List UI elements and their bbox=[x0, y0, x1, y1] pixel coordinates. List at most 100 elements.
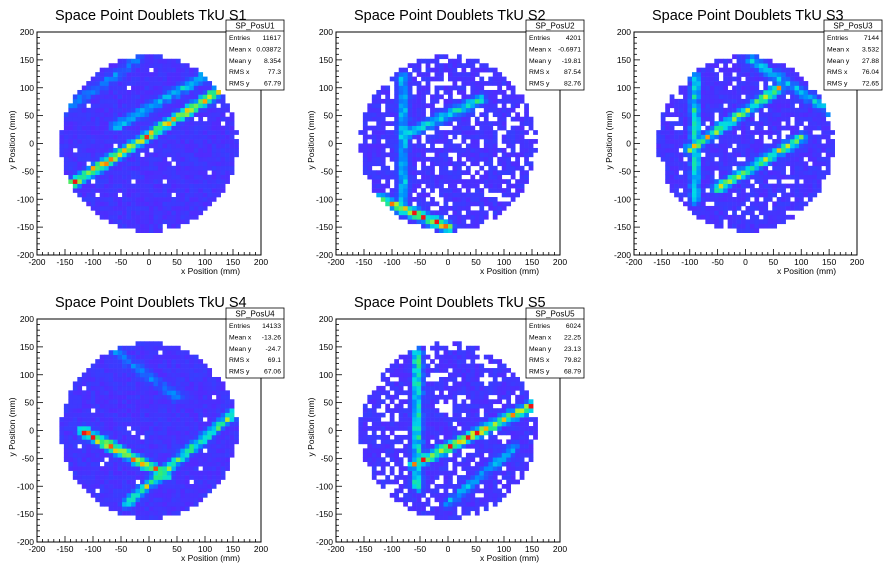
heatmap-cell bbox=[691, 94, 697, 100]
heatmap-cell bbox=[488, 81, 494, 86]
heatmap-cell bbox=[86, 457, 92, 463]
heatmap-cell bbox=[234, 417, 239, 422]
heatmap-cell bbox=[81, 457, 87, 463]
heatmap-cell bbox=[763, 58, 769, 64]
heatmap-cell bbox=[776, 89, 782, 95]
heatmap-cell bbox=[727, 116, 733, 122]
heatmap-cell bbox=[193, 443, 199, 449]
heatmap-cell bbox=[687, 107, 693, 113]
heatmap-cell bbox=[705, 130, 711, 135]
heatmap-cell bbox=[812, 152, 818, 158]
heatmap-cell bbox=[229, 439, 235, 445]
heatmap-cell bbox=[790, 98, 795, 104]
heatmap-cell bbox=[456, 156, 462, 162]
heatmap-cell bbox=[99, 201, 105, 207]
heatmap-cell bbox=[149, 479, 154, 485]
heatmap-cell bbox=[799, 165, 804, 171]
heatmap-cell bbox=[162, 107, 168, 113]
heatmap-cell bbox=[665, 139, 670, 144]
heatmap-cell bbox=[171, 345, 177, 351]
heatmap-cell bbox=[193, 192, 199, 198]
y-axis-label: y Position (mm) bbox=[7, 110, 17, 169]
heatmap-cell bbox=[812, 147, 818, 153]
heatmap-cell bbox=[171, 399, 177, 405]
heatmap-cell bbox=[113, 139, 118, 144]
heatmap-cell bbox=[714, 179, 720, 184]
heatmap-cell bbox=[95, 399, 101, 405]
heatmap-cell bbox=[149, 116, 154, 122]
heatmap-cell bbox=[108, 479, 114, 485]
heatmap-cell bbox=[705, 165, 711, 171]
heatmap-cell bbox=[122, 72, 127, 77]
heatmap-cell bbox=[108, 170, 114, 176]
heatmap-cell bbox=[144, 434, 150, 440]
heatmap-cell bbox=[362, 125, 368, 131]
heatmap-cell bbox=[452, 72, 458, 77]
heatmap-cell bbox=[81, 139, 87, 144]
heatmap-cell bbox=[90, 426, 96, 431]
heatmap-cell bbox=[803, 116, 809, 122]
heatmap-cell bbox=[202, 492, 208, 498]
heatmap-cell bbox=[389, 192, 395, 198]
heatmap-cell bbox=[515, 112, 520, 118]
heatmap-cell bbox=[171, 412, 177, 418]
heatmap-cell bbox=[216, 139, 221, 144]
heatmap-cell bbox=[202, 466, 208, 471]
heatmap-cell bbox=[113, 408, 118, 413]
heatmap-cell bbox=[184, 125, 190, 131]
heatmap-cell bbox=[430, 197, 435, 202]
heatmap-cell bbox=[816, 165, 822, 171]
heatmap-cell bbox=[166, 452, 172, 458]
heatmap-cell bbox=[95, 134, 101, 140]
heatmap-cell bbox=[691, 121, 697, 126]
heatmap-cell bbox=[81, 174, 87, 180]
heatmap-cell bbox=[171, 434, 177, 440]
heatmap-cell bbox=[81, 98, 87, 104]
heatmap-cell bbox=[211, 412, 217, 418]
heatmap-cell bbox=[157, 147, 163, 153]
heatmap-cell bbox=[131, 363, 136, 369]
heatmap-cell bbox=[207, 94, 213, 100]
heatmap-cell bbox=[754, 192, 760, 198]
heatmap-cell bbox=[193, 76, 199, 82]
heatmap-cell bbox=[108, 385, 114, 391]
heatmap-cell bbox=[108, 98, 114, 104]
heatmap-cell bbox=[754, 67, 760, 73]
heatmap-cell bbox=[754, 76, 760, 82]
heatmap-cell bbox=[736, 107, 742, 113]
heatmap-cell bbox=[166, 116, 172, 122]
heatmap-cell bbox=[108, 205, 114, 211]
heatmap-cell bbox=[714, 147, 720, 153]
heatmap-cell bbox=[171, 107, 177, 113]
heatmap-cell bbox=[479, 156, 485, 162]
heatmap-cell bbox=[709, 98, 715, 104]
heatmap-cell bbox=[144, 63, 150, 68]
heatmap-cell bbox=[519, 116, 525, 122]
heatmap-cell bbox=[99, 143, 105, 149]
heatmap-cell bbox=[189, 205, 195, 211]
heatmap-cell bbox=[479, 205, 485, 211]
heatmap-cell bbox=[380, 165, 386, 171]
heatmap-cell bbox=[533, 139, 538, 144]
heatmap-cell bbox=[63, 125, 69, 131]
heatmap-cell bbox=[77, 130, 83, 135]
heatmap-cell bbox=[732, 170, 737, 176]
heatmap-cell bbox=[77, 170, 83, 176]
heatmap-cell bbox=[515, 152, 520, 158]
heatmap-cell bbox=[180, 501, 186, 507]
heatmap-cell bbox=[825, 156, 831, 162]
axis-ticks: -200 -150 -100 -50 0 50 100 150 200-200-150-100-… bbox=[614, 27, 864, 267]
heatmap-cell bbox=[696, 85, 702, 91]
heatmap-cell bbox=[180, 121, 186, 126]
heatmap-cell bbox=[122, 501, 127, 507]
heatmap-cell bbox=[785, 205, 791, 211]
heatmap-cell bbox=[745, 76, 751, 82]
heatmap-cell bbox=[86, 443, 92, 449]
heatmap-cell bbox=[157, 76, 163, 82]
heatmap-cell bbox=[763, 165, 769, 171]
heatmap-cell bbox=[474, 85, 480, 91]
heatmap-cell bbox=[781, 170, 786, 176]
heatmap-cell bbox=[519, 170, 525, 176]
heatmap-cell bbox=[745, 63, 751, 68]
heatmap-cell bbox=[135, 385, 141, 391]
